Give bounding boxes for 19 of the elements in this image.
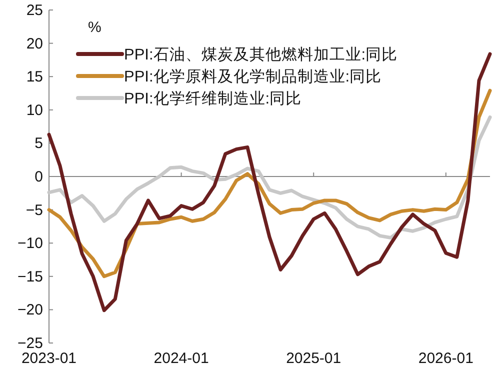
legend-label: PPI:化学原料及化学制品制造业:同比 — [124, 68, 382, 86]
y-tick-label: 10 — [26, 102, 43, 119]
y-tick-label: −5 — [26, 202, 43, 219]
legend-label: PPI:石油、煤炭及其他燃料加工业:同比 — [124, 46, 398, 64]
x-tick-label: 2023-01 — [21, 350, 77, 367]
y-tick-label: 25 — [26, 2, 43, 19]
y-tick-label: −25 — [18, 335, 43, 352]
legend-label: PPI:化学纤维制造业:同比 — [124, 90, 302, 108]
y-axis-title: % — [88, 19, 102, 36]
y-tick-label: 15 — [26, 68, 43, 86]
y-tick-label: 20 — [26, 35, 43, 52]
x-tick-label: 2026-01 — [418, 350, 474, 367]
y-tick-label: 5 — [34, 135, 43, 152]
x-tick-label: 2024-01 — [154, 350, 209, 367]
y-tick-label: −10 — [18, 235, 43, 252]
x-tick-label: 2025-01 — [286, 350, 342, 367]
y-tick-label: 0 — [34, 168, 43, 186]
y-tick-label: −15 — [18, 268, 43, 286]
y-tick-label: −20 — [18, 302, 43, 319]
